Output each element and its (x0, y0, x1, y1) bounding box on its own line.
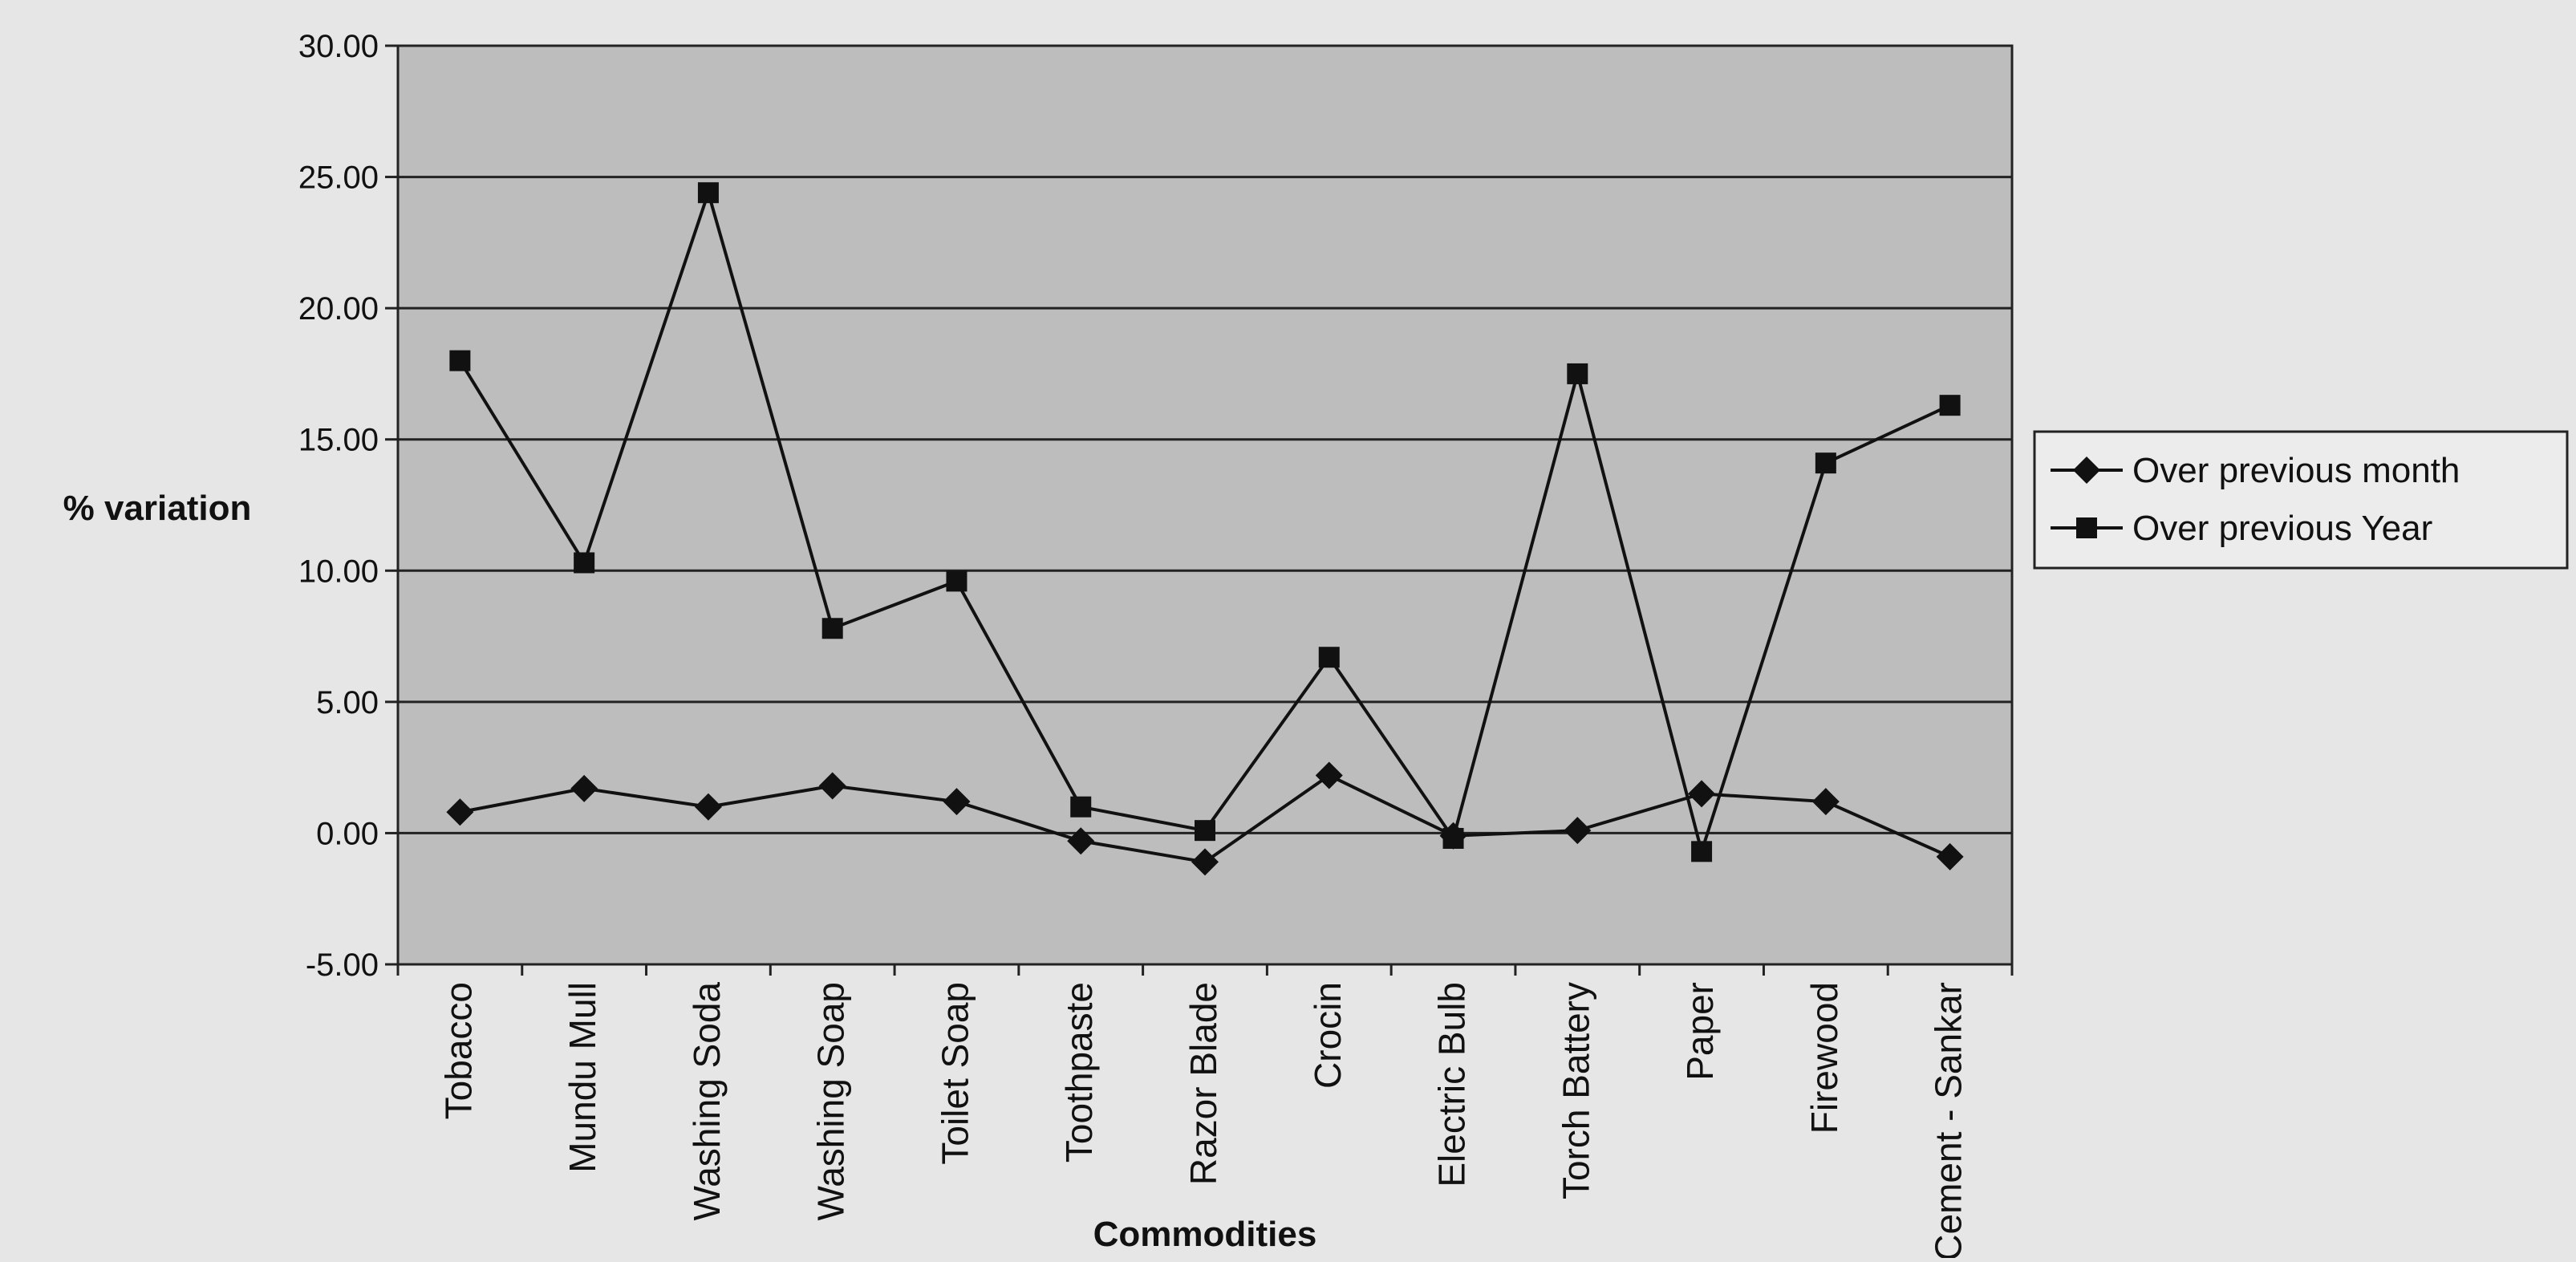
data-point (1195, 820, 1215, 842)
x-tick-label: Tobacco (437, 982, 479, 1119)
legend-box (2033, 430, 2569, 570)
legend-entry: Over previous Year (2051, 509, 2432, 548)
x-tick-label: Torch Battery (1555, 982, 1596, 1199)
x-axis-ticks: Tobacco Mundu Mull Washing Soda Washing Soa… (396, 964, 2014, 1261)
data-point (446, 798, 474, 826)
data-point (449, 350, 471, 371)
data-point (1442, 827, 1464, 849)
y-tick-label: 5.00 (316, 685, 379, 720)
data-point (946, 570, 968, 592)
x-tick-label: Cement - Sankar (1928, 982, 1970, 1258)
data-point (1811, 788, 1840, 816)
legend-marker (2073, 457, 2100, 484)
data-point (821, 618, 843, 639)
data-point (1936, 842, 1964, 870)
data-point (697, 182, 719, 204)
x-tick-label: Crocin (1307, 982, 1349, 1089)
data-point (1067, 827, 1095, 855)
legend-marker (2076, 517, 2097, 538)
y-axis-ticks: -5.00 0.00 5.00 10.00 15.00 20.00 25.00 30.00 (298, 29, 398, 983)
legend-entry: Over previous month (2051, 451, 2460, 490)
x-axis-label: Commodities (1093, 1215, 1317, 1254)
data-point (1688, 780, 1716, 808)
x-tick-label: Paper (1679, 982, 1721, 1081)
data-point (818, 772, 846, 800)
data-point (574, 552, 595, 574)
x-tick-label: Toilet Soap (934, 982, 976, 1165)
y-tick-label: 20.00 (298, 291, 379, 327)
y-tick-label: 15.00 (298, 423, 379, 458)
plot-area (396, 44, 2014, 966)
series-2 (449, 182, 1961, 862)
y-tick-label: 30.00 (298, 29, 379, 64)
x-tick-label: Toothpaste (1058, 982, 1100, 1163)
y-tick-label: 25.00 (298, 160, 379, 196)
data-point (570, 774, 598, 802)
data-point (1691, 841, 1713, 862)
y-tick-label: 0.00 (316, 816, 379, 851)
series-1 (446, 761, 1964, 876)
data-point (1070, 796, 1092, 818)
data-point (1564, 817, 1592, 845)
data-point (1191, 848, 1219, 876)
legend-label: Over previous month (2132, 451, 2460, 490)
y-tick-label: 10.00 (298, 554, 379, 589)
x-tick-label: Mundu Mull (562, 982, 603, 1173)
legend-label: Over previous Year (2132, 509, 2432, 548)
data-point (1318, 647, 1340, 668)
data-point (1939, 395, 1961, 416)
series-layer (446, 182, 1964, 876)
y-axis-label: % variation (63, 489, 252, 528)
data-point (694, 793, 722, 821)
x-tick-label: Washing Soda (686, 982, 728, 1221)
x-tick-label: Razor Blade (1183, 982, 1224, 1185)
data-point (943, 788, 971, 816)
legend: Over previous month Over previous Year (2033, 430, 2569, 570)
x-tick-label: Electric Bulb (1431, 982, 1473, 1187)
data-point (1567, 363, 1588, 384)
x-tick-label: Firewood (1803, 982, 1845, 1134)
x-tick-label: Washing Soap (810, 982, 852, 1220)
y-tick-label: -5.00 (306, 948, 379, 983)
data-point (1815, 452, 1836, 474)
data-point (1315, 761, 1343, 789)
gridlines (398, 176, 2012, 834)
